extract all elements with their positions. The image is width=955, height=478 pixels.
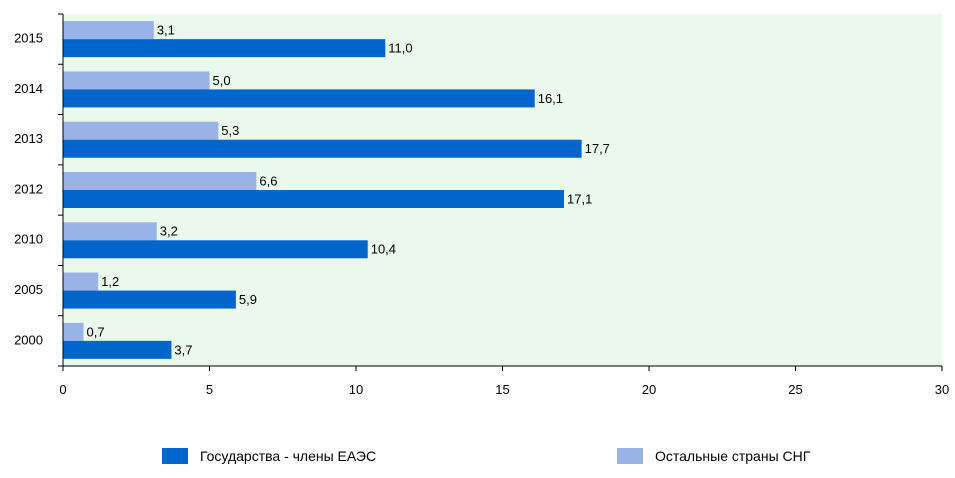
y-tick-label: 2013: [14, 131, 43, 146]
bar-cis: [63, 272, 99, 291]
bar-cis: [63, 172, 257, 190]
legend-swatch-cis: [617, 448, 643, 464]
bar-eaeu: [63, 240, 368, 259]
x-tick-label: 20: [642, 382, 656, 397]
x-tick-label: 5: [206, 382, 213, 397]
data-label-cis: 0,7: [87, 324, 105, 339]
data-label-cis: 1,2: [101, 274, 119, 289]
data-label-eaeu: 10,4: [371, 242, 396, 257]
x-tick-label: 10: [349, 382, 363, 397]
bars: [63, 21, 582, 359]
data-label-cis: 5,3: [221, 123, 239, 138]
data-label-cis: 6,6: [259, 173, 277, 188]
bar-eaeu: [63, 190, 565, 208]
legend-item-eaeu: Государства - члены ЕАЭС: [162, 448, 376, 464]
legend-label-cis: Остальные страны СНГ: [655, 448, 811, 464]
x-axis: 0 5 10 15 20 25 30: [59, 366, 949, 397]
y-tick-label: 2010: [14, 232, 43, 247]
y-tick-label: 2000: [14, 332, 43, 347]
data-label-cis: 3,1: [157, 23, 175, 38]
y-tick-label: 2015: [14, 31, 43, 46]
legend: Государства - члены ЕАЭС Остальные стран…: [0, 448, 955, 478]
bar-cis: [63, 222, 157, 241]
bar-eaeu: [63, 39, 386, 58]
bar-cis: [63, 322, 84, 341]
y-tick-label: 2012: [14, 181, 43, 196]
x-tick-label: 30: [935, 382, 949, 397]
bar-eaeu: [63, 340, 172, 359]
bar-cis: [63, 71, 210, 90]
bar-eaeu: [63, 89, 535, 108]
bar-eaeu: [63, 290, 236, 309]
data-label-eaeu: 17,7: [585, 141, 610, 156]
y-tick-label: 2014: [14, 81, 43, 96]
data-label-cis: 3,2: [160, 224, 178, 239]
data-label-eaeu: 5,9: [239, 292, 257, 307]
x-tick-label: 0: [59, 382, 66, 397]
bar-cis: [63, 21, 154, 40]
data-labels: 3,1 11,0 5,0 16,1 5,3 17,7 6,6 17,1 3,2 10,4 1,2 5,…: [87, 23, 610, 358]
legend-item-cis: Остальные страны СНГ: [617, 448, 810, 464]
bar-cis: [63, 121, 219, 140]
data-label-eaeu: 17,1: [567, 191, 592, 206]
x-tick-label: 25: [788, 382, 802, 397]
data-label-cis: 5,0: [213, 73, 231, 88]
data-label-eaeu: 3,7: [174, 342, 192, 357]
data-label-eaeu: 16,1: [538, 91, 563, 106]
legend-label-eaeu: Государства - члены ЕАЭС: [200, 448, 377, 464]
y-tick-label: 2005: [14, 282, 43, 297]
legend-swatch-eaeu: [162, 448, 188, 464]
bar-eaeu: [63, 139, 582, 158]
bar-chart: 3,1 11,0 5,0 16,1 5,3 17,7 6,6 17,1 3,2 10,4 1,2 5,…: [14, 13, 949, 397]
data-label-eaeu: 11,0: [388, 41, 412, 56]
x-tick-label: 15: [495, 382, 509, 397]
y-axis: 2015 2014 2013 2012 2010 2005 2000: [14, 13, 63, 367]
